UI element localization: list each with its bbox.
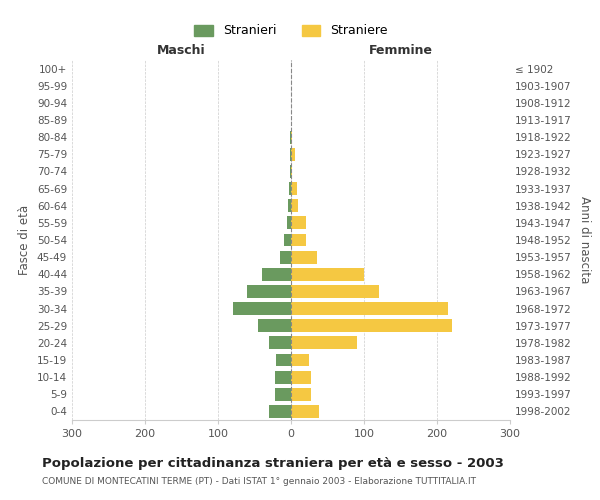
Bar (277, 354, 291, 366)
Bar (247, 285, 291, 298)
Bar (291, 182, 297, 195)
Bar (288, 200, 291, 212)
Bar (291, 370, 311, 384)
Bar (280, 250, 291, 264)
Bar (287, 216, 291, 230)
Bar (290, 165, 291, 178)
Bar (290, 130, 291, 143)
Bar (262, 268, 291, 280)
Bar (289, 182, 291, 195)
Bar (284, 234, 291, 246)
Bar (290, 148, 291, 160)
Bar (258, 320, 291, 332)
Bar (233, 302, 291, 315)
Bar (291, 250, 317, 264)
Bar (291, 148, 295, 160)
Text: Maschi: Maschi (157, 44, 206, 57)
Bar (291, 268, 364, 280)
Legend: Stranieri, Straniere: Stranieri, Straniere (189, 20, 393, 42)
Y-axis label: Fasce di età: Fasce di età (19, 205, 31, 275)
Bar (291, 216, 305, 230)
Bar (275, 388, 291, 400)
Y-axis label: Anni di nascita: Anni di nascita (578, 196, 591, 284)
Bar (291, 165, 292, 178)
Bar (269, 405, 291, 418)
Bar (291, 234, 305, 246)
Bar (275, 370, 291, 384)
Bar (291, 130, 292, 143)
Bar (291, 320, 452, 332)
Bar (291, 336, 356, 349)
Bar (269, 336, 291, 349)
Text: Popolazione per cittadinanza straniera per età e sesso - 2003: Popolazione per cittadinanza straniera p… (42, 458, 504, 470)
Bar (291, 388, 311, 400)
Text: COMUNE DI MONTECATINI TERME (PT) - Dati ISTAT 1° gennaio 2003 - Elaborazione TUT: COMUNE DI MONTECATINI TERME (PT) - Dati … (42, 478, 476, 486)
Bar (291, 302, 448, 315)
Bar (291, 200, 298, 212)
Bar (291, 354, 309, 366)
Bar (291, 405, 319, 418)
Bar (291, 285, 379, 298)
Text: Femmine: Femmine (368, 44, 433, 57)
